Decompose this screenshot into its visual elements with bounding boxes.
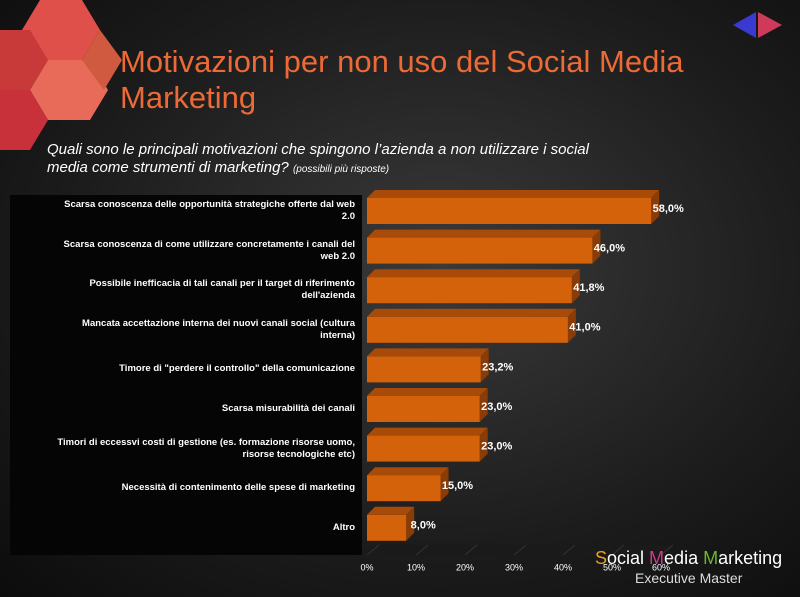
category-label: Altro bbox=[332, 521, 355, 533]
bar-top bbox=[367, 229, 601, 238]
bar-side bbox=[406, 506, 415, 541]
category-label: Timori di eccessvi costi di gestione (es… bbox=[57, 436, 355, 460]
x-tick-label: 0% bbox=[360, 562, 373, 572]
logo-part: S bbox=[595, 548, 608, 568]
logo-part: M bbox=[703, 548, 719, 568]
category-label: Scarsa misurabilità dei canali bbox=[221, 403, 355, 414]
grid-line bbox=[464, 544, 478, 556]
bar-side bbox=[440, 467, 449, 502]
x-tick-label: 50% bbox=[603, 562, 621, 572]
hexagons bbox=[0, 0, 122, 150]
bar bbox=[367, 277, 572, 304]
value-label: 41,0% bbox=[569, 322, 600, 334]
bar-side bbox=[567, 308, 576, 343]
bar-side bbox=[571, 269, 580, 304]
logo-subtitle: Executive Master bbox=[635, 570, 743, 586]
value-label: 15,0% bbox=[442, 480, 473, 492]
bar bbox=[367, 435, 480, 462]
bar-top bbox=[367, 427, 488, 436]
x-tick-label: 20% bbox=[456, 562, 474, 572]
grid-line bbox=[415, 544, 429, 556]
value-label: 58,0% bbox=[653, 203, 684, 215]
value-label: 46,0% bbox=[594, 243, 625, 255]
x-tick-label: 10% bbox=[407, 562, 425, 572]
grid-line bbox=[611, 544, 625, 556]
bar-top bbox=[367, 308, 576, 317]
bar bbox=[367, 356, 481, 383]
bar-side bbox=[479, 388, 488, 422]
logo-part: arketing bbox=[718, 548, 783, 568]
category-label: Mancata accettazione interna dei nuovi c… bbox=[82, 317, 355, 341]
bar bbox=[367, 316, 568, 343]
bar-top bbox=[367, 467, 449, 476]
bar bbox=[367, 514, 407, 541]
category-label: Scarsa conoscenza di come utilizzare con… bbox=[63, 238, 355, 262]
category-label: Scarsa conoscenza delle opportunità stra… bbox=[64, 199, 355, 222]
bar bbox=[367, 396, 480, 422]
category-label: Timore di "perdere il controllo" della c… bbox=[119, 363, 355, 375]
bar-top bbox=[367, 388, 488, 396]
bar bbox=[367, 198, 652, 224]
question-text: Quali sono le principali motivazioni che… bbox=[47, 141, 589, 176]
x-tick-label: 60% bbox=[652, 562, 670, 572]
question: Quali sono le principali motivazioni che… bbox=[47, 141, 627, 179]
logo-part: M bbox=[649, 548, 665, 568]
value-label: 23,2% bbox=[482, 361, 513, 373]
label-panel bbox=[10, 195, 362, 555]
bar bbox=[367, 475, 441, 502]
value-label: 23,0% bbox=[481, 441, 512, 453]
floor bbox=[362, 545, 672, 555]
bar-side bbox=[651, 190, 660, 224]
title: Motivazioni per non uso del Social Media… bbox=[120, 44, 684, 115]
bar-top bbox=[367, 348, 489, 357]
grid-line bbox=[513, 544, 527, 556]
logo-part: ocial bbox=[607, 548, 650, 568]
category-label: Necessità di contenimento delle spese di… bbox=[121, 482, 355, 494]
value-label: 8,0% bbox=[411, 520, 436, 532]
value-label: 23,0% bbox=[481, 401, 512, 413]
bar-side bbox=[592, 229, 601, 264]
logo: Social Media Marketing bbox=[595, 548, 782, 569]
bar-top bbox=[367, 269, 580, 278]
bar-top bbox=[367, 190, 660, 198]
category-label: Possibile inefficacia di tali canali per… bbox=[89, 278, 355, 302]
x-tick-label: 40% bbox=[554, 562, 572, 572]
grid-line bbox=[562, 544, 576, 556]
bar-side bbox=[479, 427, 488, 462]
logo-part: edia bbox=[664, 548, 704, 568]
x-tick-label: 30% bbox=[505, 562, 523, 572]
grid-line bbox=[366, 544, 380, 556]
bar bbox=[367, 237, 593, 264]
nav-arrows[interactable] bbox=[733, 12, 782, 38]
value-label: 41,8% bbox=[573, 282, 604, 294]
bar-side bbox=[480, 348, 489, 383]
bar-top bbox=[367, 506, 415, 515]
grid-line bbox=[660, 544, 674, 556]
question-note: (possibili più risposte) bbox=[292, 164, 390, 175]
